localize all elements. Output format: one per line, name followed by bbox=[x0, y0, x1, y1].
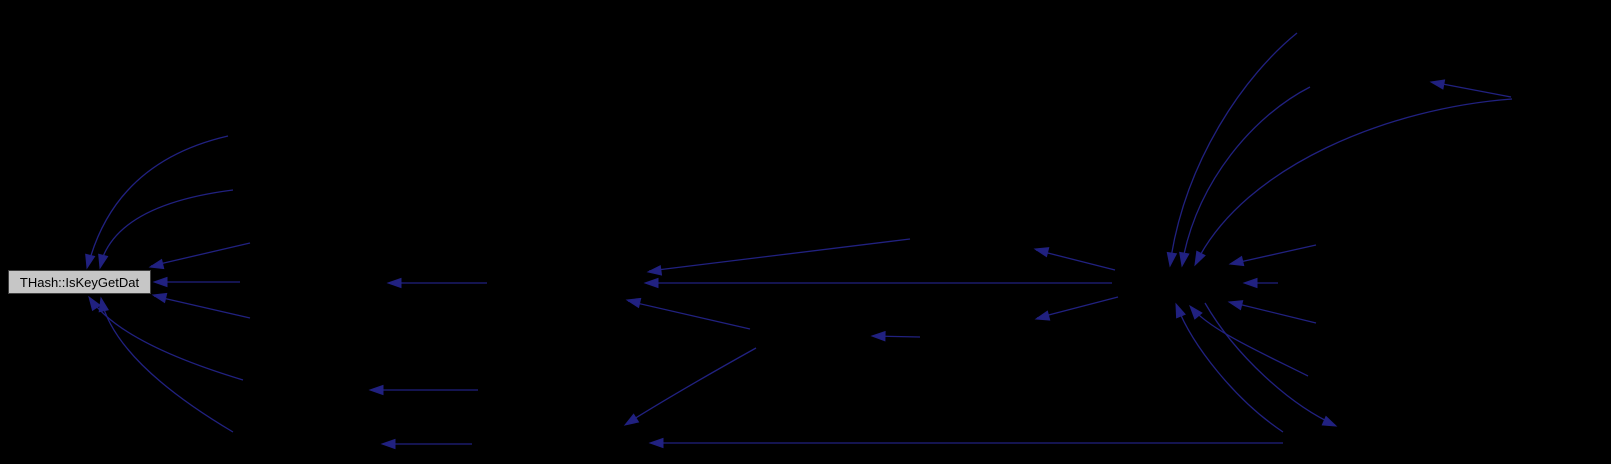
edge-col3-to-col2-mid bbox=[386, 277, 487, 289]
edge-hub-to-col3-horizontal bbox=[643, 277, 1112, 289]
edge-hub-to-col5-upper bbox=[1033, 247, 1116, 271]
edge-col5-to-col3-diagonal bbox=[646, 238, 911, 276]
edge-bottomright2-to-hub bbox=[1175, 302, 1284, 433]
edge-right3-to-hub bbox=[1227, 300, 1317, 324]
edge-topright1-to-hub bbox=[1166, 32, 1298, 268]
edge-farright-sweep-to-hub bbox=[1194, 98, 1513, 267]
edge-farright-to-topright2 bbox=[1429, 79, 1512, 98]
edge-hub-to-bottomright bbox=[1204, 302, 1338, 427]
edge-into-target-bottom-2 bbox=[98, 296, 234, 433]
edge-into-target-top-2 bbox=[98, 189, 234, 270]
edge-into-target-bottom-1 bbox=[88, 295, 244, 381]
edge-right1-to-hub-corner bbox=[1228, 244, 1317, 267]
edge-into-target-top-1 bbox=[85, 135, 229, 270]
edge-right2-to-hub-short bbox=[1242, 277, 1278, 289]
edge-into-target-corner-tr bbox=[148, 242, 251, 270]
edge-mid-to-col3-up bbox=[625, 297, 751, 330]
edge-topright2-to-hub bbox=[1179, 86, 1311, 268]
edge-hub-to-col5-lower bbox=[1034, 296, 1119, 321]
edge-col3-to-col2-bottom bbox=[380, 438, 472, 450]
edge-bottomright1-to-hub bbox=[1189, 304, 1309, 377]
edge-col5-to-mid-short bbox=[870, 330, 921, 342]
edge-mid-to-col3-down bbox=[623, 347, 757, 426]
edge-into-target-right bbox=[152, 276, 240, 288]
edge-col3-to-col2-lower bbox=[368, 384, 478, 396]
graph-node-target[interactable]: THash::IsKeyGetDat bbox=[8, 270, 151, 294]
edge-bottomright-to-col3 bbox=[648, 437, 1283, 449]
edge-into-target-corner-br bbox=[151, 292, 251, 319]
